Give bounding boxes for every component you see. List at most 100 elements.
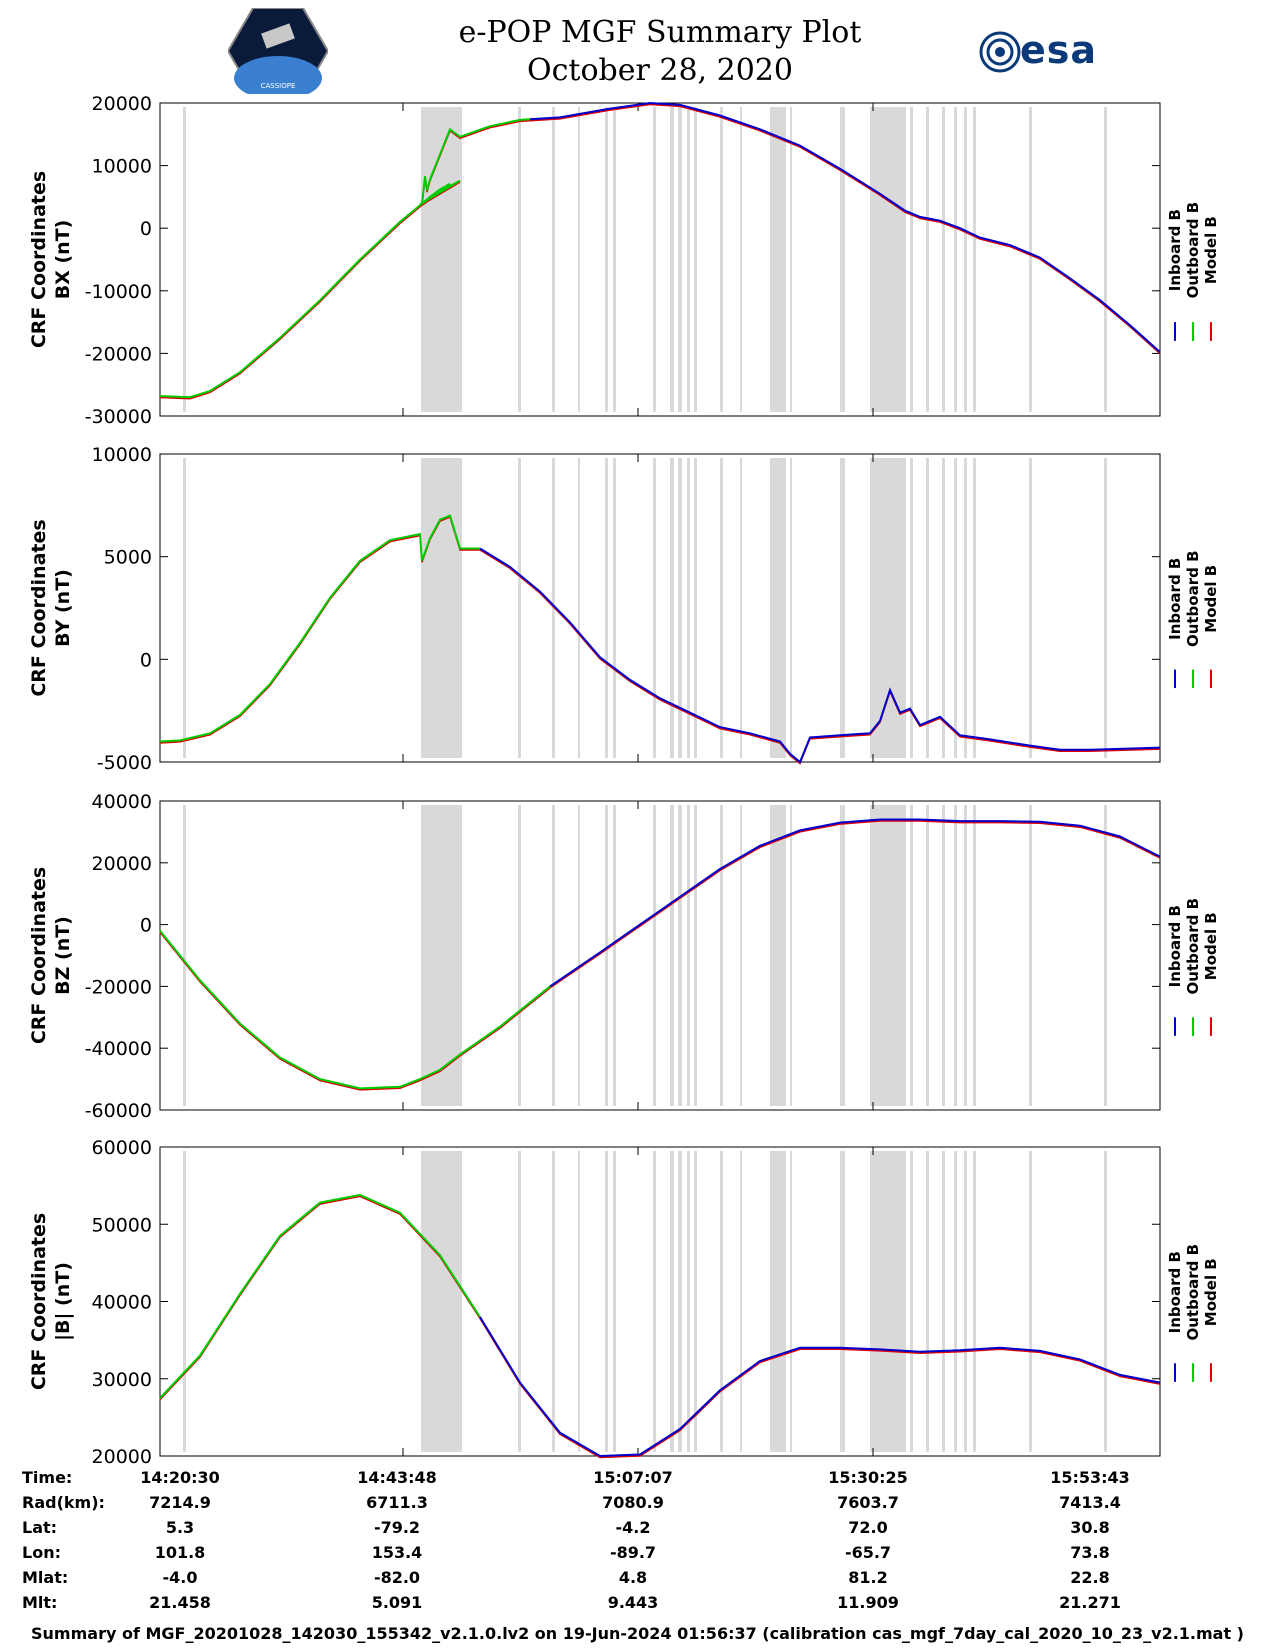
data-gap-band	[840, 458, 845, 758]
data-gap-band	[1029, 1151, 1032, 1452]
data-gap-band	[870, 805, 906, 1106]
data-gap-band	[954, 1151, 957, 1452]
info-value: -4.2	[615, 1518, 651, 1537]
y-tick-label: -40000	[85, 1038, 152, 1060]
legend-label: Outboard B	[1184, 202, 1202, 299]
data-gap-band	[770, 1151, 786, 1452]
series-inboard-b	[479, 1316, 1161, 1458]
data-gap-band	[518, 805, 521, 1106]
data-gap-band	[910, 458, 913, 758]
data-gap-band	[613, 1151, 616, 1452]
data-gap-band	[973, 805, 976, 1106]
data-gap-band	[552, 805, 555, 1106]
data-gap-band	[670, 805, 674, 1106]
info-value: 101.8	[154, 1543, 206, 1562]
data-gap-band	[973, 1151, 976, 1452]
info-value: 7214.9	[149, 1493, 211, 1512]
chart-panel-1: -5000 0 5000 10000 CRF Coordinates BY (nT) Inb…	[28, 444, 1220, 774]
series-outboard-b	[159, 1193, 481, 1399]
data-gap-band	[613, 805, 616, 1106]
data-gap-band	[870, 1151, 906, 1452]
data-gap-band	[1029, 458, 1032, 758]
legend-label: Model B	[1202, 1258, 1220, 1326]
y-tick-label: 5000	[104, 547, 152, 569]
data-gap-band	[421, 1151, 462, 1452]
data-gap-band	[678, 1151, 682, 1452]
info-value: 7080.9	[602, 1493, 664, 1512]
info-value: 14:20:30	[140, 1468, 220, 1487]
data-gap-band	[910, 107, 913, 412]
info-value: 9.443	[607, 1593, 659, 1612]
title-line-1: e-POP MGF Summary Plot	[458, 15, 862, 50]
data-gap-band	[910, 1151, 913, 1452]
series-model-b	[159, 516, 1161, 765]
data-gap-band	[942, 107, 945, 412]
legend-label: Inboard B	[1166, 209, 1184, 291]
info-value: 22.8	[1070, 1568, 1110, 1587]
data-gap-band	[954, 805, 957, 1106]
data-gap-band	[973, 107, 976, 412]
y-tick-label: 40000	[92, 1292, 152, 1314]
data-gap-band	[694, 458, 697, 758]
y-axis-label: CRF Coordinates BZ (nT)	[28, 867, 74, 1044]
data-gap-band	[790, 107, 792, 412]
data-gap-band	[720, 107, 723, 412]
legend-label: Outboard B	[1184, 898, 1202, 995]
data-gap-band	[421, 805, 462, 1106]
data-gap-band	[740, 458, 742, 758]
y-tick-label: 30000	[92, 1369, 152, 1391]
data-gap-band	[678, 805, 682, 1106]
data-gap-band	[910, 805, 913, 1106]
series-model-b	[159, 820, 1161, 1091]
chart-panel-0: -30000 -20000 -10000 0 10000 20000 CRF Coordin…	[28, 93, 1220, 428]
series-model-b	[159, 103, 1161, 400]
data-gap-band	[790, 805, 792, 1106]
data-gap-band	[687, 458, 690, 758]
data-gap-band	[926, 458, 929, 758]
data-gap-band	[964, 458, 967, 758]
series-outboard-b	[159, 118, 531, 399]
data-gap-band	[670, 458, 674, 758]
data-gap-band	[518, 458, 521, 758]
info-value: 6711.3	[366, 1493, 428, 1512]
legend-label: Inboard B	[1166, 1251, 1184, 1333]
data-gap-band	[653, 107, 656, 412]
data-gap-band	[694, 1151, 697, 1452]
esa-logo-text: esa	[1020, 28, 1098, 72]
data-gap-band	[870, 458, 906, 758]
data-gap-band	[578, 107, 580, 412]
info-row-label: Lat:	[22, 1518, 58, 1537]
plot-frame	[159, 102, 1161, 417]
info-row-label: Time:	[22, 1468, 73, 1487]
esa-logo	[978, 30, 1022, 78]
info-value: 5.3	[165, 1518, 195, 1537]
data-gap-band	[678, 458, 682, 758]
data-gap-band	[687, 1151, 690, 1452]
legend-label: Outboard B	[1184, 1244, 1202, 1341]
info-row-label: Mlt:	[22, 1593, 58, 1612]
info-value: 72.0	[848, 1518, 888, 1537]
y-tick-label: 0	[140, 649, 152, 671]
data-gap-band	[942, 458, 945, 758]
info-value: 15:53:43	[1050, 1468, 1130, 1487]
data-gap-band	[964, 1151, 967, 1452]
info-value: 7413.4	[1059, 1493, 1121, 1512]
data-gap-band	[942, 1151, 945, 1452]
y-tick-label: -20000	[85, 343, 152, 365]
y-tick-label: 20000	[92, 1446, 152, 1468]
data-gap-band	[518, 107, 521, 412]
legend-label: Model B	[1202, 216, 1220, 284]
data-gap-band	[183, 805, 186, 1106]
data-gap-band	[183, 1151, 186, 1452]
plot-frame	[159, 453, 1161, 763]
data-gap-band	[518, 1151, 521, 1452]
title-line-2: October 28, 2020	[527, 53, 793, 88]
info-value: -4.0	[162, 1568, 198, 1587]
y-tick-label: 10000	[92, 156, 152, 178]
info-value: -65.7	[844, 1543, 892, 1562]
data-gap-band	[653, 458, 656, 758]
data-gap-band	[605, 805, 608, 1106]
info-value: -79.2	[373, 1518, 421, 1537]
data-gap-band	[1104, 107, 1107, 412]
